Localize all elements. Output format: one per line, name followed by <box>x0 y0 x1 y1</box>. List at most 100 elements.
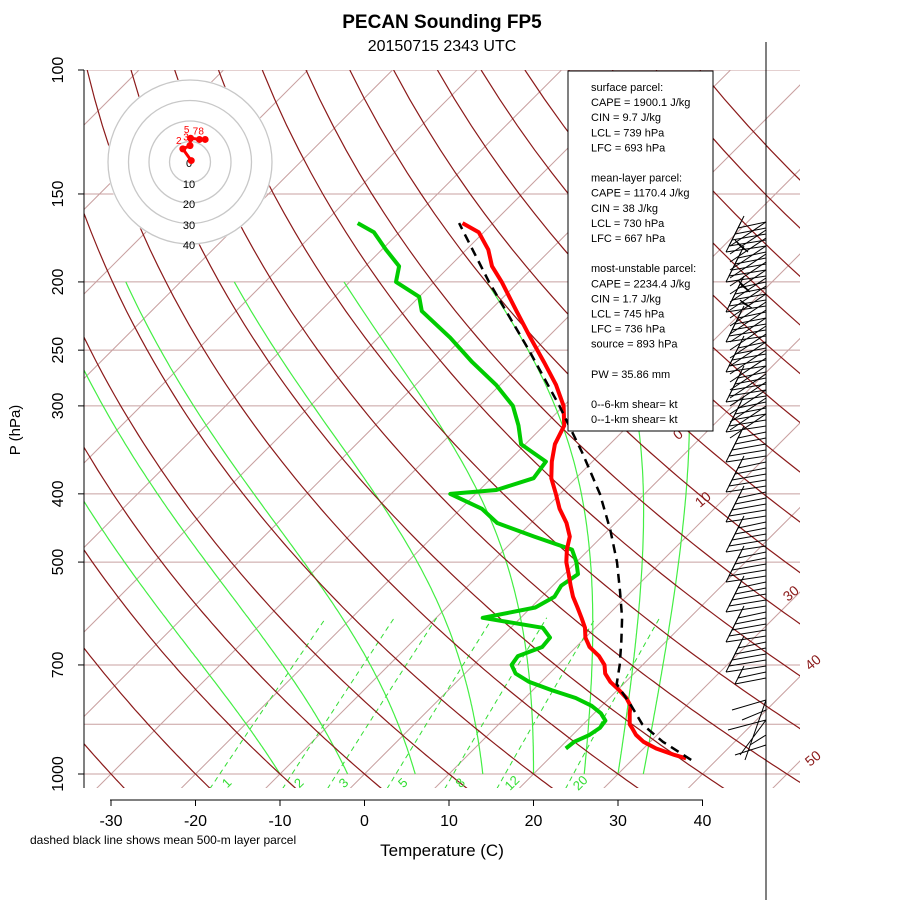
wind-barb <box>725 629 733 643</box>
wind-barb <box>737 641 767 649</box>
y-tick-label: 400 <box>50 480 67 507</box>
wind-barb <box>729 309 767 335</box>
hodograph-height-label: 3 <box>183 133 189 144</box>
wind-barb <box>737 431 767 439</box>
x-axis-ticks: -30 -20 -10 0 10 20 30 40 <box>99 800 712 830</box>
moist-adiabat <box>642 281 690 775</box>
wind-barb <box>734 347 767 355</box>
y-axis-ticks: 100 150 200 250 300 400 500 700 1000 <box>50 57 84 792</box>
wind-barb <box>731 563 767 571</box>
wind-barb <box>749 734 767 746</box>
wind-barb <box>729 405 767 431</box>
hodograph-height-label: 5 <box>184 125 190 136</box>
temperature-profile <box>461 221 687 761</box>
stats-line: 0--6-km shear= kt <box>591 399 678 411</box>
dry-adiabat <box>84 211 554 788</box>
wind-barbs <box>725 215 767 761</box>
wind-barb-pennant <box>734 239 753 309</box>
y-tick-label: 100 <box>50 57 67 84</box>
wind-barb <box>728 539 767 547</box>
wind-barb <box>725 359 733 373</box>
wind-barb <box>731 623 767 631</box>
moist-adiabat <box>84 500 281 775</box>
wind-barb <box>731 443 767 451</box>
stats-line: LCL = 745 hPa <box>591 309 665 321</box>
dry-adiabat <box>524 70 800 375</box>
hodograph-ring <box>127 99 253 225</box>
dry-adiabat <box>480 70 800 424</box>
wind-barb <box>725 635 767 643</box>
wind-barb <box>729 229 767 255</box>
stats-line: CAPE = 1900.1 J/kg <box>591 97 690 109</box>
hodograph-point <box>186 142 194 150</box>
wind-barb <box>725 665 767 673</box>
y-axis-label: P (hPa) <box>7 405 24 456</box>
wind-barb <box>734 317 767 325</box>
dry-adiabat-label: 40 <box>802 651 824 673</box>
hodograph-trace: 2 35 7 8 <box>176 125 209 165</box>
wind-barb <box>729 373 767 399</box>
wind-barb <box>728 629 767 637</box>
moist-adiabats <box>84 281 690 775</box>
parcel-stats-box: surface parcel: CAPE = 1900.1 J/kg CIN = 9… <box>567 70 714 432</box>
dry-adiabat <box>305 70 800 625</box>
footnote: dashed black line shows mean 500-m layer… <box>30 833 296 847</box>
dry-adiabat <box>84 446 382 788</box>
mixing-ratio-line <box>565 617 661 788</box>
y-tick-label: 700 <box>50 652 67 679</box>
wind-barb <box>731 699 767 711</box>
x-tick-label: -30 <box>99 813 122 830</box>
x-tick-label: 40 <box>694 813 712 830</box>
wind-barb <box>728 599 767 607</box>
hodograph-height-label: 7 <box>193 126 199 137</box>
wind-barb <box>729 237 767 263</box>
wind-barb <box>729 397 767 423</box>
isotherm-line <box>434 422 800 788</box>
wind-barb <box>729 365 767 391</box>
chart-subtitle: 20150715 2343 UTC <box>368 38 517 55</box>
isotherm-line <box>84 70 478 464</box>
hodograph: 0 10 20 30 40 2 35 7 8 <box>107 79 273 252</box>
wind-barb <box>728 449 767 457</box>
wind-barb <box>728 479 767 487</box>
wind-barb <box>734 587 767 595</box>
isotherm-line <box>518 506 800 788</box>
wind-barb <box>737 581 767 589</box>
wind-barb <box>731 233 767 241</box>
hodograph-ring-label: 30 <box>183 220 195 232</box>
y-tick-label: 200 <box>50 268 67 295</box>
wind-barb <box>728 239 767 247</box>
wind-barb <box>734 437 767 445</box>
wind-barb <box>731 383 767 391</box>
wind-barb <box>725 485 767 493</box>
hodograph-ring-label: 40 <box>183 240 195 252</box>
hodograph-height-label: 8 <box>198 126 204 137</box>
wind-barb <box>729 317 767 343</box>
wind-barb <box>737 401 767 409</box>
wind-barb <box>725 605 767 613</box>
hodograph-ring <box>148 120 232 204</box>
mixing-ratio-line <box>327 617 438 788</box>
dry-adiabat <box>86 70 639 788</box>
wind-barb <box>725 575 767 583</box>
wind-barb <box>734 677 767 685</box>
dry-adiabat-label: 30 <box>780 582 802 604</box>
wind-barb <box>725 569 733 583</box>
dry-adiabat <box>349 70 800 574</box>
wind-barb <box>729 357 767 383</box>
x-axis-label: Temperature (C) <box>380 841 504 860</box>
wind-barb <box>734 527 767 535</box>
hodograph-ring-label: 20 <box>183 199 195 211</box>
wind-barb <box>734 497 767 505</box>
wind-barb <box>734 227 767 235</box>
isotherm-line <box>84 70 393 380</box>
wind-barb <box>728 329 767 337</box>
wind-barb <box>727 719 767 731</box>
wind-barb <box>729 389 767 415</box>
wind-barb <box>725 659 733 673</box>
hodograph-ring-label: 10 <box>183 179 195 191</box>
dry-adiabat-label: 50 <box>802 747 824 769</box>
mixing-ratio-label: 3 <box>336 775 352 791</box>
hodograph-point <box>201 135 209 143</box>
wind-barb <box>725 329 733 343</box>
